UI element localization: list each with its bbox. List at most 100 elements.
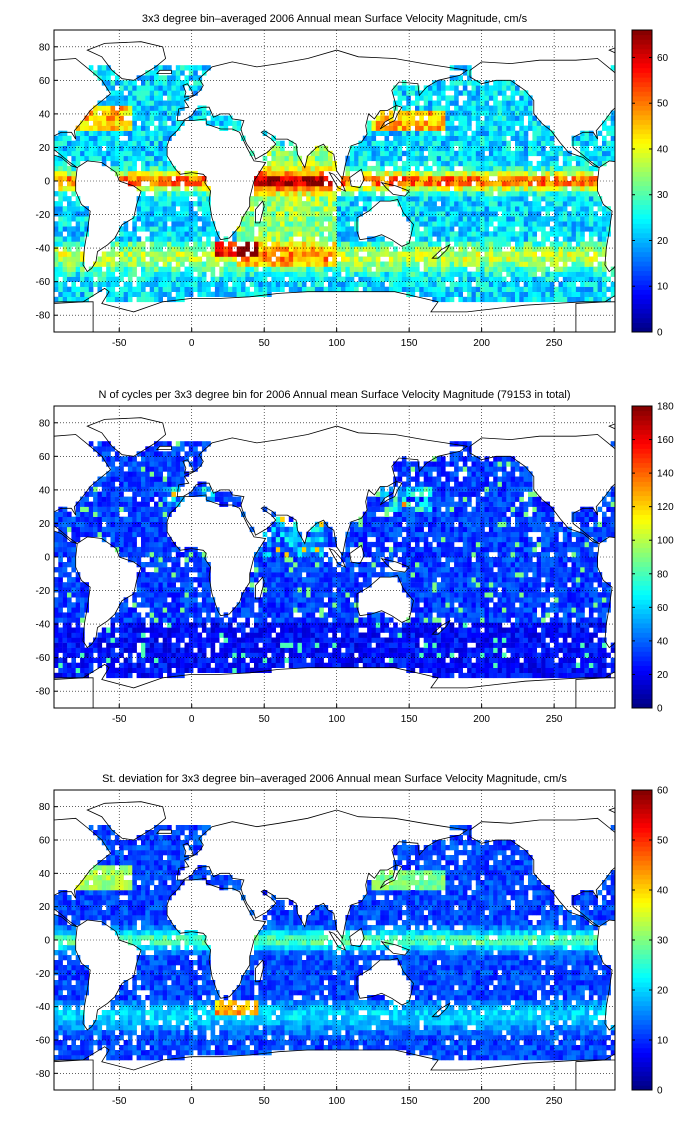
heatmap-cell [237, 648, 242, 653]
heatmap-cell [328, 262, 333, 267]
heatmap-cell [389, 267, 394, 272]
heatmap-cell [441, 226, 446, 231]
heatmap-cell [145, 673, 150, 678]
heatmap-cell [485, 206, 490, 211]
heatmap-cell [541, 191, 546, 196]
heatmap-cell [219, 272, 224, 277]
heatmap-cell [506, 297, 511, 302]
heatmap-cell [263, 272, 268, 277]
heatmap-cell [245, 246, 250, 251]
colorbar-step [632, 134, 652, 139]
heatmap-cell [154, 658, 159, 663]
heatmap-cell [424, 282, 429, 287]
heatmap-cell [572, 648, 577, 653]
heatmap-cell [385, 287, 390, 292]
heatmap-cell [411, 648, 416, 653]
heatmap-cell [154, 638, 159, 643]
heatmap-cell [602, 136, 607, 141]
heatmap-cell [480, 131, 485, 136]
heatmap-cell [559, 166, 564, 171]
heatmap-cell [498, 80, 503, 85]
heatmap-cell [498, 297, 503, 302]
heatmap-cell [319, 252, 324, 257]
heatmap-cell [154, 221, 159, 226]
heatmap-cell [537, 151, 542, 156]
heatmap-cell [432, 151, 437, 156]
heatmap-cell [189, 658, 194, 663]
heatmap-cell [324, 262, 329, 267]
heatmap-cell [124, 638, 129, 643]
heatmap-cell [476, 211, 481, 216]
heatmap-cell [445, 156, 450, 161]
heatmap-cell [198, 287, 203, 292]
heatmap-cell [84, 146, 89, 151]
heatmap-cell [354, 156, 359, 161]
heatmap-cell [98, 131, 103, 136]
heatmap-cell [241, 633, 246, 638]
heatmap-cell [380, 658, 385, 663]
heatmap-cell [385, 663, 390, 668]
heatmap-cell [450, 221, 455, 226]
heatmap-cell [341, 201, 346, 206]
heatmap-cell [454, 141, 459, 146]
heatmap-cell [58, 267, 63, 272]
heatmap-cell [71, 252, 76, 257]
heatmap-cell [506, 292, 511, 297]
heatmap-cell [293, 181, 298, 186]
heatmap-cell [489, 151, 494, 156]
heatmap-cell [580, 221, 585, 226]
heatmap-cell [254, 196, 259, 201]
heatmap-cell [376, 151, 381, 156]
heatmap-cell [419, 121, 424, 126]
heatmap-cell [472, 136, 477, 141]
heatmap-cell [467, 191, 472, 196]
heatmap-cell [458, 221, 463, 226]
heatmap-cell [306, 287, 311, 292]
heatmap-cell [98, 643, 103, 648]
heatmap-cell [563, 648, 568, 653]
heatmap-cell [276, 653, 281, 658]
heatmap-cell [54, 171, 59, 176]
heatmap-cell [537, 658, 542, 663]
x-tick-label: 50 [259, 338, 271, 349]
heatmap-cell [171, 216, 176, 221]
heatmap-cell [67, 181, 72, 186]
heatmap-cell [454, 95, 459, 100]
heatmap-cell [489, 201, 494, 206]
heatmap-cell [241, 663, 246, 668]
heatmap-cell [111, 241, 116, 246]
heatmap-cell [154, 236, 159, 241]
heatmap-cell [250, 201, 255, 206]
heatmap-cell [528, 638, 533, 643]
heatmap-cell [441, 141, 446, 146]
heatmap-cell [232, 257, 237, 262]
colorbar-tick-label: 30 [657, 190, 669, 201]
heatmap-cell [232, 648, 237, 653]
heatmap-cell [467, 126, 472, 131]
heatmap-cell [193, 277, 198, 282]
heatmap-cell [119, 643, 124, 648]
heatmap-cell [237, 121, 242, 126]
heatmap-cell [472, 231, 477, 236]
heatmap-cell [363, 277, 368, 282]
heatmap-cell [189, 643, 194, 648]
heatmap-cell [406, 257, 411, 262]
heatmap-cell [602, 141, 607, 146]
heatmap-cell [102, 75, 107, 80]
heatmap-cell [385, 638, 390, 643]
heatmap-cell [389, 653, 394, 658]
heatmap-cell [389, 161, 394, 166]
colorbar-step [632, 87, 652, 92]
heatmap-cell [158, 85, 163, 90]
heatmap-cell [524, 638, 529, 643]
heatmap-cell [554, 668, 559, 673]
heatmap-cell [89, 648, 94, 653]
heatmap-cell [115, 277, 120, 282]
heatmap-cell [563, 673, 568, 678]
heatmap-cell [506, 80, 511, 85]
heatmap-cell [254, 221, 259, 226]
x-tick-label: 100 [328, 338, 345, 349]
heatmap-cell [67, 166, 72, 171]
heatmap-cell [319, 151, 324, 156]
heatmap-cell [606, 216, 611, 221]
